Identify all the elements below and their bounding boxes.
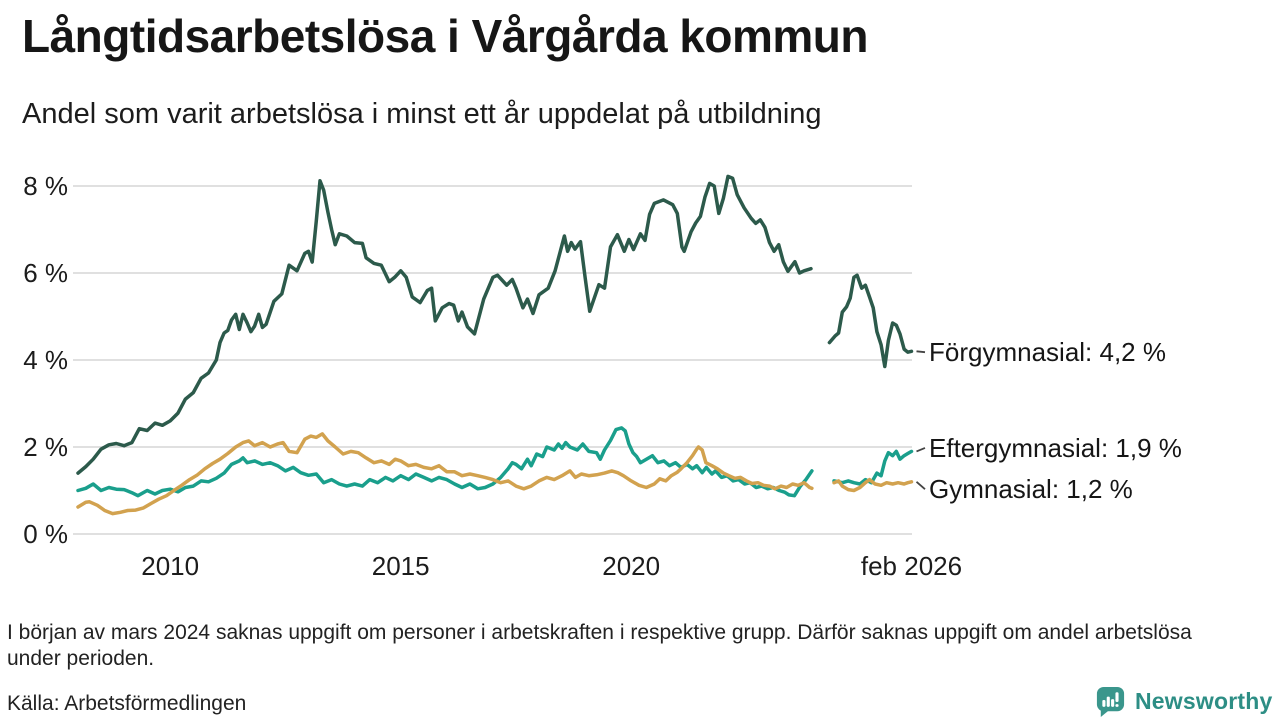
x-tick-label: 2020 (602, 551, 661, 581)
page-title: Långtidsarbetslösa i Vårgårda kommun (22, 10, 869, 62)
newsworthy-wordmark: Newsworthy (1135, 687, 1273, 714)
series-line-eftergymnasial (76, 426, 814, 498)
series-label-forgymnasial: Förgymnasial: 4,2 % (929, 337, 1166, 368)
y-tick-label: 0 % (23, 519, 68, 549)
x-tick-label: 2015 (371, 551, 430, 581)
y-tick-label: 6 % (23, 258, 68, 288)
series-line-gymnasial (832, 477, 914, 493)
chart-subtitle: Andel som varit arbetslösa i minst ett å… (22, 98, 822, 130)
series-line-eftergymnasial (832, 449, 914, 486)
x-tick-label: 2010 (141, 551, 200, 581)
y-tick-label: 4 % (23, 345, 68, 375)
label-leader-line (916, 350, 926, 354)
series-line-forgymnasial (76, 174, 813, 475)
series-label-eftergymnasial: Eftergymnasial: 1,9 % (929, 432, 1182, 463)
series-line-forgymnasial (827, 273, 914, 369)
source-text: Källa: Arbetsförmedlingen (7, 692, 247, 715)
footnote-text: I början av mars 2024 saknas uppgift om … (7, 621, 1192, 670)
newsworthy-bubble-chart-icon (1096, 686, 1125, 717)
x-tick-label: feb 2026 (860, 551, 963, 581)
y-tick-label: 2 % (23, 432, 68, 462)
label-leader-line (916, 447, 926, 453)
y-tick-label: 8 % (23, 171, 68, 201)
label-leader-line (915, 481, 926, 490)
series-line-gymnasial (76, 432, 814, 516)
newsworthy-logo: Newsworthy (1094, 685, 1272, 717)
series-label-gymnasial: Gymnasial: 1,2 % (929, 474, 1133, 505)
